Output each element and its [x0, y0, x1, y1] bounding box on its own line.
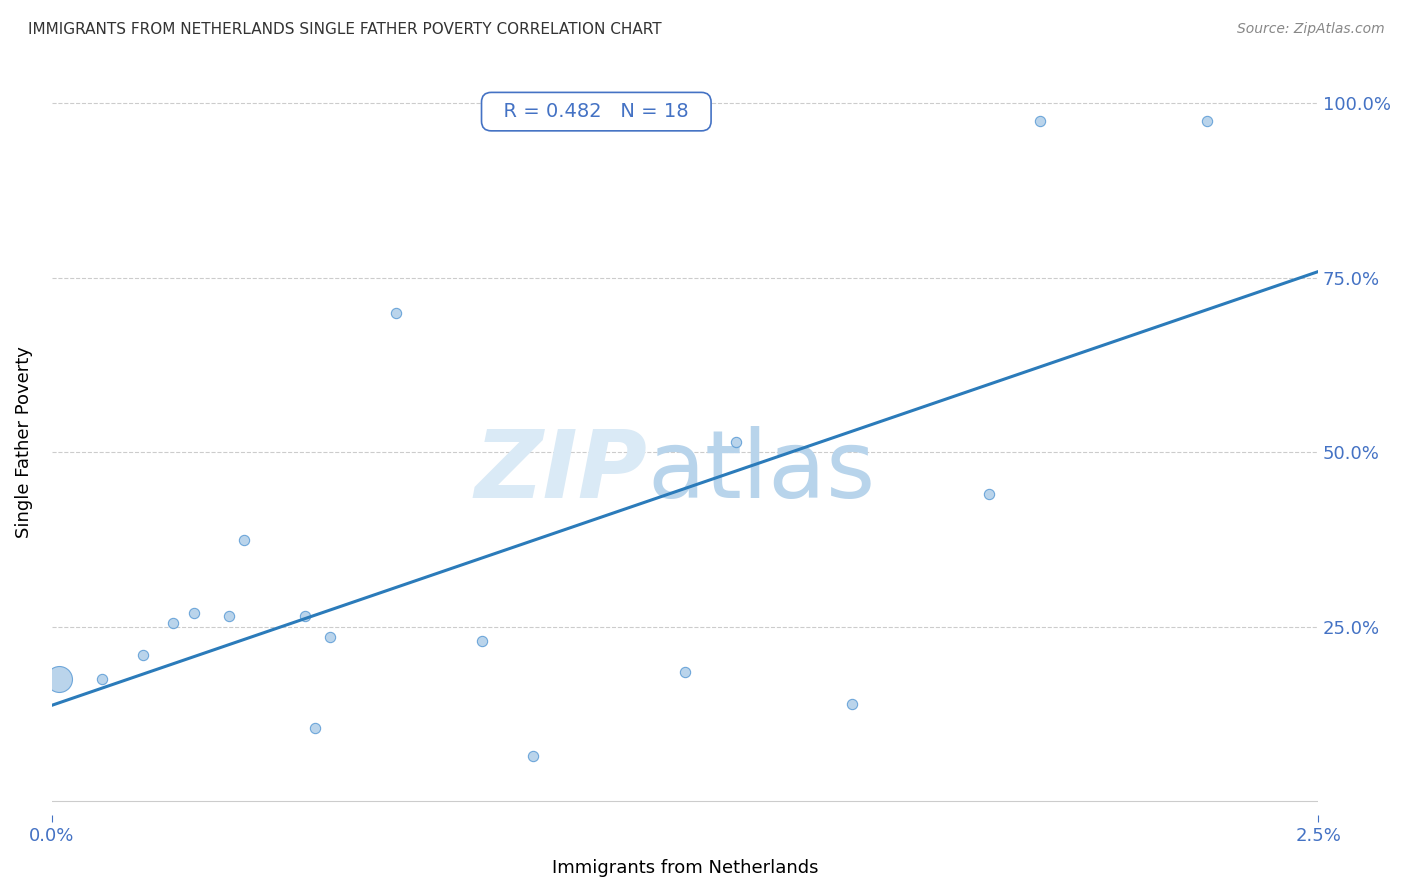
Point	[522, 749, 544, 764]
Point	[183, 606, 205, 620]
Point	[233, 533, 256, 547]
Point	[977, 487, 1000, 501]
Point	[294, 609, 316, 624]
Text: Source: ZipAtlas.com: Source: ZipAtlas.com	[1237, 22, 1385, 37]
Point	[218, 609, 240, 624]
Point	[724, 434, 747, 449]
Point	[304, 721, 326, 735]
Point	[319, 630, 342, 644]
Point	[1195, 113, 1218, 128]
Point	[385, 306, 408, 320]
Point	[48, 672, 70, 686]
Text: IMMIGRANTS FROM NETHERLANDS SINGLE FATHER POVERTY CORRELATION CHART: IMMIGRANTS FROM NETHERLANDS SINGLE FATHE…	[28, 22, 662, 37]
Point	[162, 616, 184, 631]
Text: ZIP: ZIP	[474, 425, 647, 517]
Point	[1028, 113, 1050, 128]
Point	[673, 665, 696, 680]
Point	[91, 672, 114, 686]
Point	[841, 697, 863, 711]
Y-axis label: Single Father Poverty: Single Father Poverty	[15, 346, 32, 538]
Point	[471, 633, 494, 648]
X-axis label: Immigrants from Netherlands: Immigrants from Netherlands	[551, 859, 818, 877]
Text: R = 0.482   N = 18: R = 0.482 N = 18	[491, 102, 702, 121]
Text: atlas: atlas	[647, 425, 875, 517]
Point	[132, 648, 155, 662]
